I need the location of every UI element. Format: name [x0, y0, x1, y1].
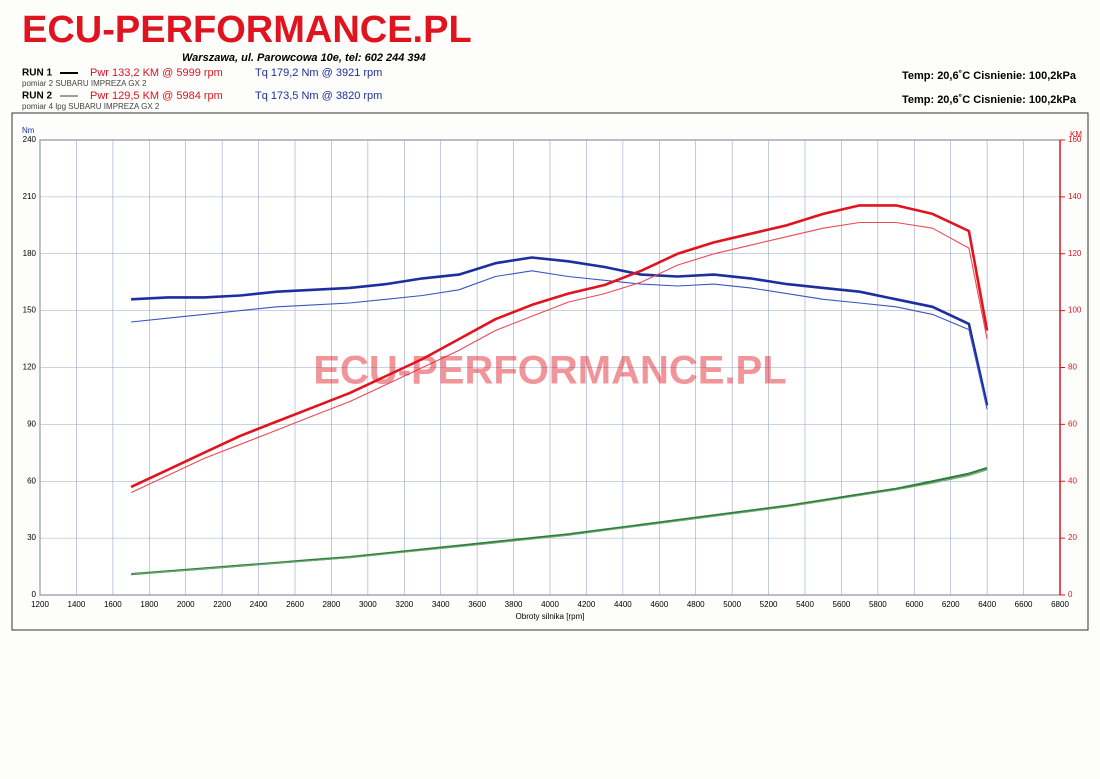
x-tick-label: 1800	[140, 600, 158, 609]
run-power: Pwr 133,2 KM @ 5999 rpm	[90, 67, 223, 79]
y-tick-label: 240	[23, 135, 37, 144]
y2-tick-label: 20	[1068, 533, 1077, 542]
x-tick-label: 4400	[614, 600, 632, 609]
x-tick-label: 3400	[432, 600, 450, 609]
y-tick-label: 30	[27, 533, 36, 542]
x-tick-label: 2000	[177, 600, 195, 609]
run-torque: Tq 179,2 Nm @ 3921 rpm	[255, 67, 382, 79]
x-axis-label: Obroty silnika [rpm]	[516, 612, 585, 621]
y2-axis-label: KM	[1070, 130, 1082, 139]
y-tick-label: 180	[23, 249, 37, 258]
x-tick-label: 6400	[978, 600, 996, 609]
x-tick-label: 4600	[650, 600, 668, 609]
y2-tick-label: 160	[1068, 135, 1082, 144]
y2-tick-label: 120	[1068, 249, 1082, 258]
x-tick-label: 4800	[687, 600, 705, 609]
frame	[11, 112, 1089, 631]
x-tick-label: 3200	[395, 600, 413, 609]
line-series	[131, 256, 989, 406]
x-tick-label: 1400	[68, 600, 86, 609]
x-tick-label: 1200	[31, 600, 49, 609]
subtitle: Warszawa, ul. Parowcowa 10e, tel: 602 24…	[182, 52, 426, 64]
x-tick-label: 5800	[869, 600, 887, 609]
y-axis-label: Nm	[22, 126, 35, 135]
x-tick-label: 5200	[760, 600, 778, 609]
y-tick-label: 90	[27, 419, 36, 428]
y-tick-label: 150	[23, 306, 37, 315]
y-tick-label: 120	[23, 363, 37, 372]
x-tick-label: 6000	[905, 600, 923, 609]
x-tick-label: 2400	[250, 600, 268, 609]
x-tick-label: 5000	[723, 600, 741, 609]
y2-tick-label: 140	[1068, 192, 1082, 201]
line-series	[130, 204, 989, 489]
run-power: Pwr 129,5 KM @ 5984 rpm	[90, 90, 223, 102]
x-tick-label: 3000	[359, 600, 377, 609]
x-tick-label: 3600	[468, 600, 486, 609]
x-tick-label: 4200	[578, 600, 596, 609]
y2-tick-label: 0	[1068, 590, 1073, 599]
x-tick-label: 6600	[1015, 600, 1033, 609]
run-torque: Tq 173,5 Nm @ 3820 rpm	[255, 90, 382, 102]
x-tick-label: 4000	[541, 600, 559, 609]
run-conditions: Temp: 20,6˚C Cisnienie: 100,2kPa	[902, 70, 1077, 82]
x-tick-label: 2600	[286, 600, 304, 609]
y2-tick-label: 40	[1068, 476, 1077, 485]
line-series	[131, 469, 988, 575]
y-tick-label: 60	[27, 476, 36, 485]
y-tick-label: 210	[23, 192, 37, 201]
x-tick-label: 2200	[213, 600, 231, 609]
x-tick-label: 3800	[505, 600, 523, 609]
run-description: pomiar 4 lpg SUBARU IMPREZA GX 2	[22, 102, 160, 111]
x-tick-label: 6200	[942, 600, 960, 609]
x-tick-label: 1600	[104, 600, 122, 609]
y2-tick-label: 100	[1068, 306, 1082, 315]
chart-title: ECU-PERFORMANCE.PL	[22, 9, 472, 51]
x-tick-label: 2800	[323, 600, 341, 609]
line-series	[131, 270, 988, 410]
y2-tick-label: 60	[1068, 419, 1077, 428]
line-series	[130, 221, 988, 494]
y2-tick-label: 80	[1068, 363, 1077, 372]
x-tick-label: 6800	[1051, 600, 1069, 609]
run-description: pomiar 2 SUBARU IMPREZA GX 2	[22, 79, 147, 88]
y-tick-label: 0	[32, 590, 37, 599]
x-tick-label: 5400	[796, 600, 814, 609]
x-tick-label: 5600	[833, 600, 851, 609]
run-conditions: Temp: 20,6˚C Cisnienie: 100,2kPa	[902, 94, 1077, 106]
watermark: ECU-PERFORMANCE.PL	[313, 349, 786, 393]
run-label: RUN 1	[22, 68, 52, 79]
run-label: RUN 2	[22, 91, 52, 102]
